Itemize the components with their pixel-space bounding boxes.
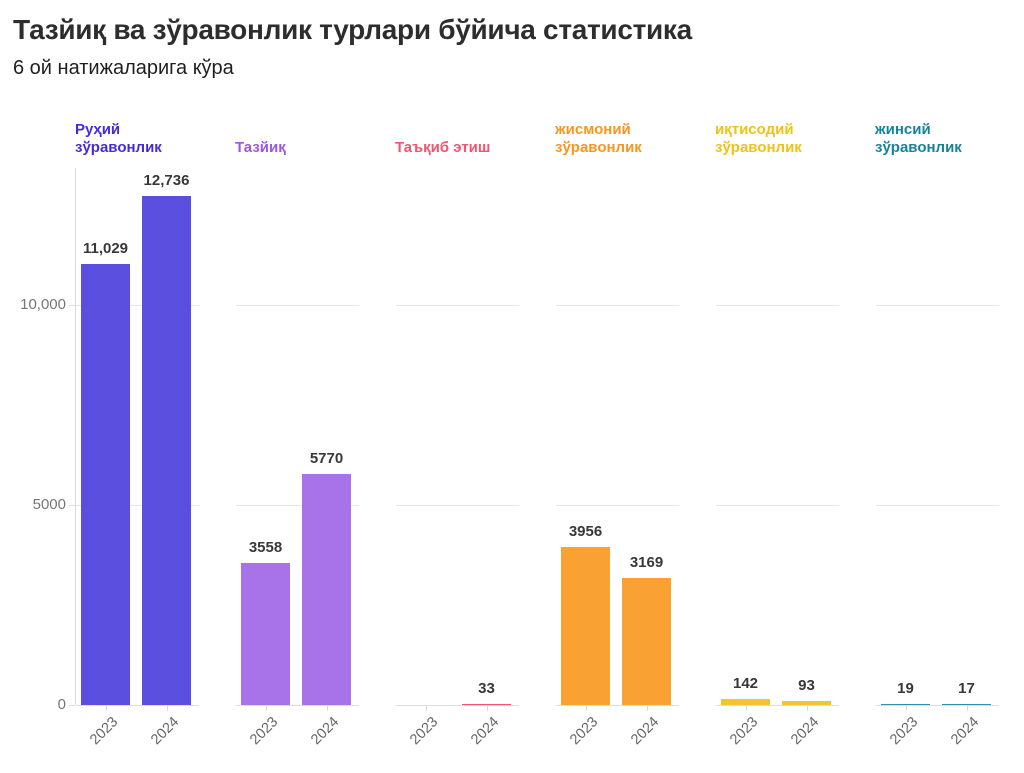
x-tick-label: 2023 <box>726 714 761 749</box>
category-label: жинсий зўравонлик <box>875 120 962 157</box>
gridline <box>396 305 519 306</box>
bar-2023 <box>881 703 930 705</box>
x-axis-tick <box>585 706 587 711</box>
bar-value-label: 3956 <box>568 522 603 540</box>
x-tick-label: 2023 <box>246 714 281 749</box>
bar-2023 <box>561 546 610 705</box>
x-axis-baseline <box>716 705 839 706</box>
x-axis-tick <box>265 706 267 711</box>
x-axis-tick <box>806 706 808 711</box>
x-axis-tick <box>966 706 968 711</box>
bar-2024 <box>142 195 191 705</box>
bar-2023 <box>721 699 770 705</box>
x-tick-label: 2023 <box>406 714 441 749</box>
bar-value-label: 17 <box>958 679 975 697</box>
y-axis-tick <box>69 705 75 706</box>
bar-value-label: 12,736 <box>143 171 190 189</box>
x-axis-baseline <box>556 705 679 706</box>
x-axis-tick <box>166 706 168 711</box>
y-axis-line <box>75 168 76 705</box>
x-tick-label: 2024 <box>627 714 662 749</box>
bar-2024 <box>782 701 831 705</box>
y-axis-tick-label: 5000 <box>32 496 66 513</box>
bar-2024 <box>462 703 511 705</box>
chart-subtitle: 6 ой натижаларига кўра <box>13 57 234 79</box>
bar-value-label: 3558 <box>248 538 283 556</box>
y-axis-tick <box>69 305 75 306</box>
x-tick-label: 2024 <box>787 714 822 749</box>
bar-value-label: 3169 <box>629 554 664 572</box>
gridline <box>396 505 519 506</box>
x-axis-tick <box>905 706 907 711</box>
bar-2024 <box>302 474 351 705</box>
x-tick-label: 2023 <box>86 714 121 749</box>
x-tick-label: 2023 <box>566 714 601 749</box>
x-tick-label: 2024 <box>947 714 982 749</box>
bar-value-label: 19 <box>897 679 914 697</box>
bar-value-label: 93 <box>798 677 815 695</box>
bar-value-label: 33 <box>478 679 495 697</box>
x-axis-tick <box>326 706 328 711</box>
bar-2024 <box>942 703 991 705</box>
x-axis-tick <box>105 706 107 711</box>
x-tick-label: 2024 <box>467 714 502 749</box>
y-axis-tick-label: 10,000 <box>20 296 66 313</box>
x-tick-label: 2023 <box>886 714 921 749</box>
category-label: Тазйиқ <box>235 139 286 157</box>
x-axis-tick <box>745 706 747 711</box>
x-tick-label: 2024 <box>147 714 182 749</box>
x-axis-baseline <box>76 705 199 706</box>
x-tick-label: 2024 <box>307 714 342 749</box>
bar-value-label: 5770 <box>309 450 344 468</box>
gridline <box>716 505 839 506</box>
y-axis-tick <box>69 505 75 506</box>
category-label: жисмоний зўравонлик <box>555 120 642 157</box>
x-axis-tick <box>425 706 427 711</box>
category-label: Руҳий зўравонлик <box>75 120 162 157</box>
gridline <box>236 305 359 306</box>
gridline <box>76 505 199 506</box>
category-label: Таъқиб этиш <box>395 139 491 157</box>
gridline <box>556 305 679 306</box>
x-axis-tick <box>646 706 648 711</box>
bar-2024 <box>622 578 671 705</box>
gridline <box>876 305 999 306</box>
gridline <box>76 305 199 306</box>
bar-2023 <box>241 562 290 705</box>
x-axis-tick <box>486 706 488 711</box>
bar-value-label: 11,029 <box>82 239 129 257</box>
bar-value-label: 142 <box>732 675 759 693</box>
gridline <box>716 305 839 306</box>
x-axis-baseline <box>236 705 359 706</box>
x-axis-baseline <box>876 705 999 706</box>
x-axis-baseline <box>396 705 519 706</box>
bar-2023 <box>81 263 130 705</box>
gridline <box>556 505 679 506</box>
category-label: иқтисодий зўравонлик <box>715 120 802 157</box>
y-axis-tick-label: 0 <box>57 696 66 713</box>
gridline <box>236 505 359 506</box>
gridline <box>876 505 999 506</box>
chart-title: Тазйиқ ва зўравонлик турлари бўйича стат… <box>13 14 692 45</box>
